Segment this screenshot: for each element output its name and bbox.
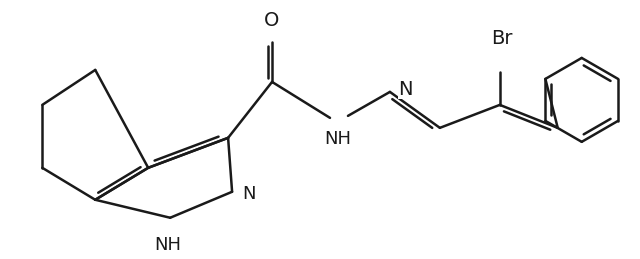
Text: N: N: [398, 80, 412, 99]
Text: NH: NH: [155, 236, 182, 254]
Text: O: O: [264, 11, 280, 30]
Text: Br: Br: [491, 29, 513, 48]
Text: N: N: [242, 185, 255, 203]
Text: NH: NH: [324, 130, 351, 148]
